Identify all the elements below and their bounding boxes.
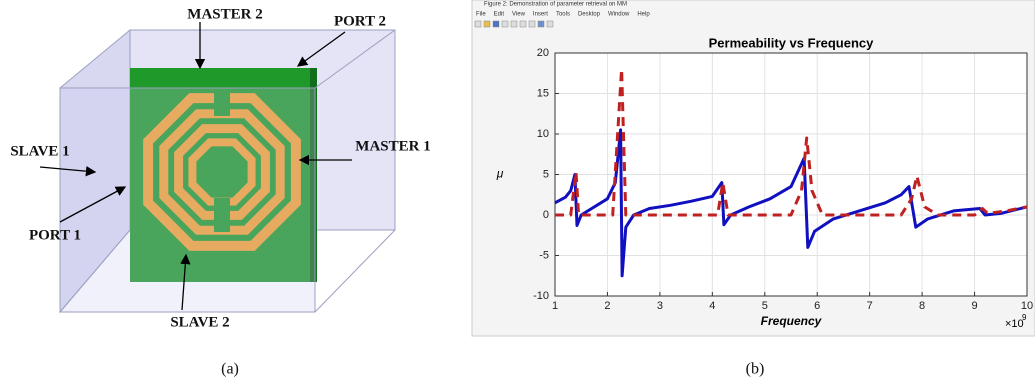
window-title: Figure 2: Demonstration of parameter ret… [484,2,627,8]
x-tick-label: 7 [867,300,873,312]
tool-icon[interactable] [502,21,508,27]
y-axis-label: μ [496,167,504,181]
y-tick-label: 5 [543,168,549,180]
menu-bar: File Edit View Insert Tools Desktop Window Help [476,12,650,18]
tool-icon[interactable] [538,21,544,27]
x-tick-label: 10 [1021,300,1033,312]
menu-item[interactable]: Desktop [578,12,601,18]
menu-item[interactable]: View [512,12,526,18]
x-axis-label: Frequency [761,314,823,328]
toolbar [475,21,553,27]
menu-item[interactable]: Edit [494,12,505,18]
y-tick-label: 0 [543,209,549,221]
menu-item[interactable]: Help [637,12,650,18]
x-tick-label: 8 [919,300,925,312]
x-tick-label: 6 [814,300,820,312]
y-tick-label: 10 [537,128,549,140]
label: PORT 1 [29,227,81,243]
edge [315,230,395,312]
caption: (b) [746,361,765,378]
tool-icon[interactable] [520,21,526,27]
tool-icon[interactable] [475,21,481,27]
y-tick-label: 20 [537,47,549,59]
menu-item[interactable]: Insert [533,12,548,18]
plot: Permeability vs Frequency -10 -5 0 5 10 15 20 1 2… [496,35,1033,329]
x-tick-label: 1 [552,300,558,312]
y-tick-label: -10 [533,290,549,302]
y-tick-label: 15 [537,87,549,99]
unit-cell [60,30,395,312]
tool-icon[interactable] [547,21,553,27]
x-multiplier-exponent: 9 [1022,313,1027,322]
tool-icon[interactable] [529,21,535,27]
label: MASTER 1 [355,138,430,154]
caption: (a) [221,361,239,378]
x-tick-label: 2 [604,300,610,312]
x-tick-label: 5 [762,300,768,312]
x-tick-label: 4 [709,300,715,312]
tool-icon[interactable] [511,21,517,27]
label: PORT 2 [334,13,386,29]
x-tick-label: 9 [971,300,977,312]
y-tick-label: -5 [539,249,549,261]
front-face [60,88,315,312]
chart-title: Permeability vs Frequency [709,35,875,50]
x-tick-label: 3 [657,300,663,312]
tool-icon[interactable] [493,21,499,27]
label: SLAVE 1 [10,143,69,159]
menu-item[interactable]: File [476,12,486,18]
menu-item[interactable]: Tools [556,12,570,18]
figure: MASTER 2 PORT 2 SLAVE 1 MASTER 1 PORT 1 … [0,0,1035,385]
menu-item[interactable]: Window [608,12,630,18]
tool-icon[interactable] [484,21,490,27]
page: {"diagram": {"labels": {"master2": "MAST… [0,0,1035,385]
label: SLAVE 2 [170,314,229,330]
label: MASTER 2 [187,6,262,22]
x-multiplier: ×10 [1005,318,1024,330]
